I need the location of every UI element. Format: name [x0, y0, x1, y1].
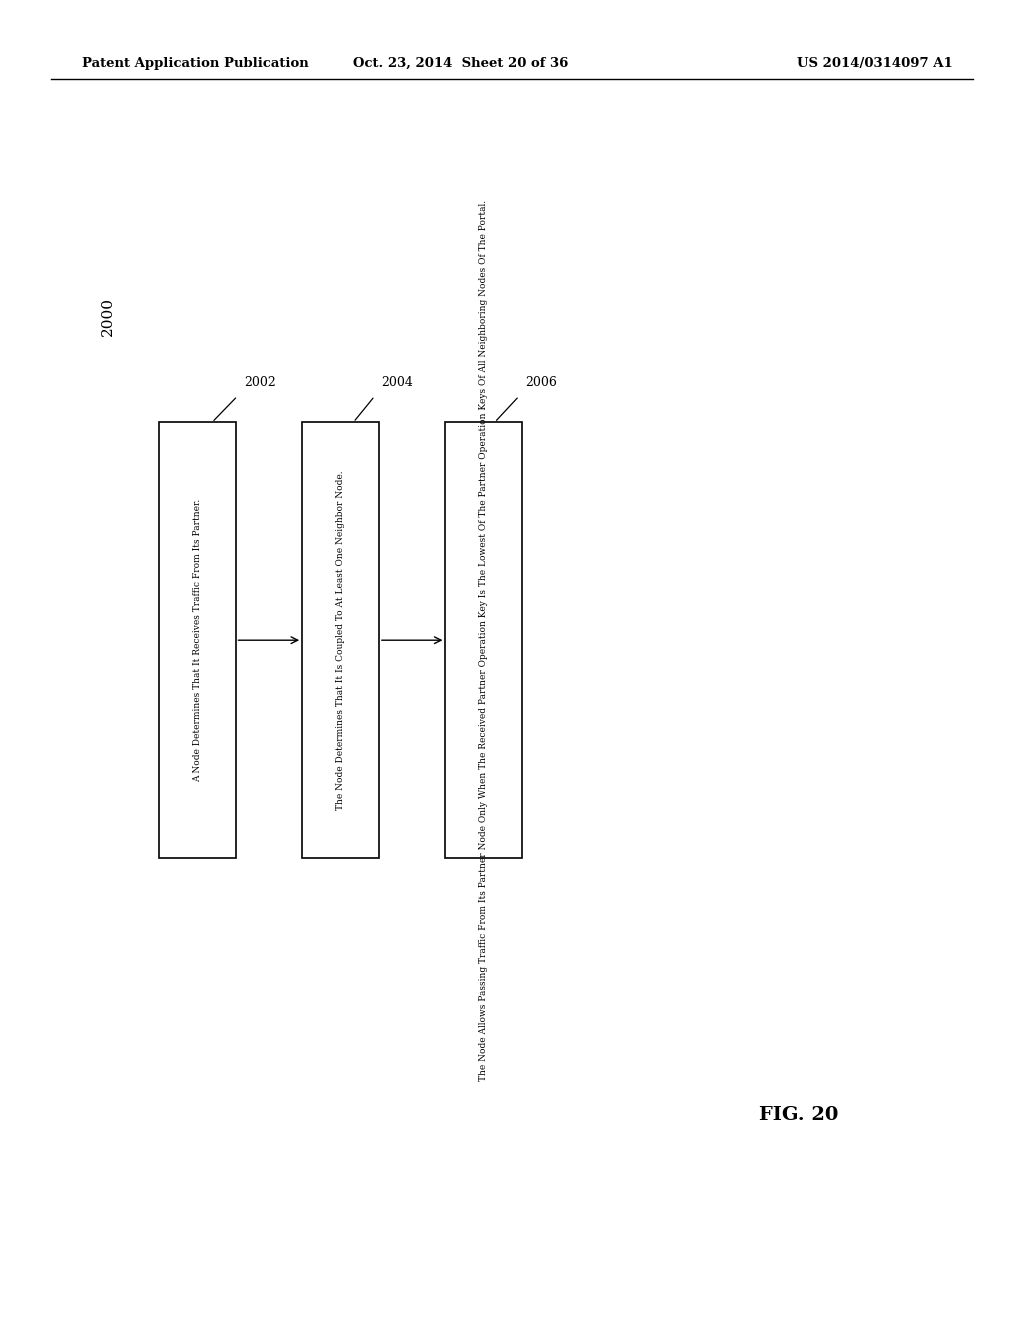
Text: US 2014/0314097 A1: US 2014/0314097 A1	[797, 57, 952, 70]
Text: Oct. 23, 2014  Sheet 20 of 36: Oct. 23, 2014 Sheet 20 of 36	[353, 57, 568, 70]
Text: FIG. 20: FIG. 20	[759, 1106, 839, 1125]
Text: The Node Allows Passing Traffic From Its Partner Node Only When The Received Par: The Node Allows Passing Traffic From Its…	[479, 199, 488, 1081]
Bar	[302, 422, 379, 858]
Text: 2002: 2002	[244, 376, 275, 389]
Bar	[159, 422, 236, 858]
Bar	[445, 422, 522, 858]
Text: 2000: 2000	[100, 297, 115, 337]
Text: 2004: 2004	[381, 376, 413, 389]
Text: The Node Determines That It Is Coupled To At Least One Neighbor Node.: The Node Determines That It Is Coupled T…	[336, 470, 345, 810]
Text: Patent Application Publication: Patent Application Publication	[82, 57, 308, 70]
Text: 2006: 2006	[525, 376, 557, 389]
Text: A Node Determines That It Receives Traffic From Its Partner.: A Node Determines That It Receives Traff…	[193, 499, 202, 781]
